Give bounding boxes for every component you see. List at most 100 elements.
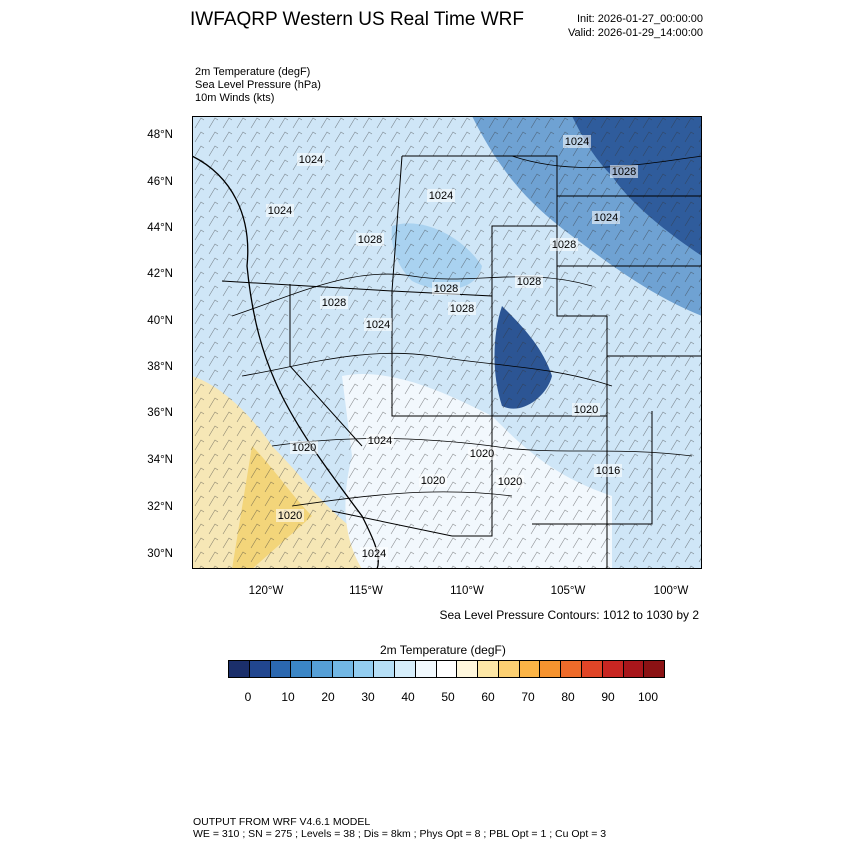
- field-label-pressure: Sea Level Pressure (hPa): [195, 79, 321, 91]
- colorbar-swatch: [498, 661, 520, 677]
- pressure-label: 1024: [268, 205, 292, 217]
- lat-label: 38°N: [147, 361, 173, 373]
- pressure-label: 1024: [368, 435, 392, 447]
- lat-label: 36°N: [147, 407, 173, 419]
- colorbar-swatch: [270, 661, 292, 677]
- state-borders: [221, 155, 702, 569]
- pressure-label: 1024: [594, 212, 618, 224]
- pressure-label-box: [592, 211, 620, 224]
- colorbar-swatch: [415, 661, 437, 677]
- colorbar-swatch: [353, 661, 375, 677]
- pressure-label-box: [427, 189, 455, 202]
- pressure-label-box: [320, 296, 348, 309]
- colorbar-swatch: [436, 661, 458, 677]
- colorbar-swatch: [623, 661, 645, 677]
- colorbar-tick-label: 40: [401, 690, 415, 704]
- colorbar-tick-label: 50: [441, 690, 455, 704]
- pressure-label-box: [610, 165, 638, 178]
- colorbar-tick-label: 80: [561, 690, 575, 704]
- pressure-label: 1028: [434, 283, 458, 295]
- colorbar-swatch: [644, 661, 665, 677]
- map-frame-border: [192, 116, 702, 569]
- pressure-label: 1016: [596, 465, 620, 477]
- colorbar-tick-label: 30: [361, 690, 375, 704]
- lon-label: 120°W: [248, 585, 284, 597]
- colorbar-swatch: [602, 661, 624, 677]
- model-info-line2: WE = 310 ; SN = 275 ; Levels = 38 ; Dis …: [193, 828, 607, 840]
- lon-label: 105°W: [550, 585, 586, 597]
- pressure-label: 1028: [358, 234, 382, 246]
- colorbar-tick-label: 20: [321, 690, 335, 704]
- pressure-label: 1028: [612, 166, 636, 178]
- pressure-label-box: [356, 233, 384, 246]
- pressure-label-box: [297, 153, 325, 166]
- pressure-label: 1024: [366, 319, 390, 331]
- wind-barbs: [192, 116, 702, 569]
- pressure-label: 1028: [322, 297, 346, 309]
- colorbar: [228, 660, 665, 678]
- pressure-label-box: [550, 238, 578, 251]
- pressure-label-box: [594, 464, 622, 477]
- colorbar-title: 2m Temperature (degF): [380, 643, 506, 657]
- colorbar-tick-label: 100: [637, 690, 659, 704]
- colorbar-swatch: [561, 661, 583, 677]
- pressure-label: 1020: [278, 510, 302, 522]
- pressure-label: 1020: [470, 448, 494, 460]
- pressure-label: 1020: [292, 442, 316, 454]
- pressure-label: 1020: [498, 476, 522, 488]
- colorbar-swatch: [332, 661, 354, 677]
- colorbar-swatch: [540, 661, 562, 677]
- temperature-map: 1024 1024 1024 1028 1028 1024 1024 1028 1028 1028…: [192, 116, 702, 569]
- colorbar-swatch: [478, 661, 499, 677]
- colorbar-tick-label: 0: [244, 690, 252, 704]
- contour-note: Sea Level Pressure Contours: 1012 to 103…: [439, 608, 700, 622]
- pressure-label: 1028: [450, 303, 474, 315]
- pressure-label: 1024: [299, 154, 323, 166]
- model-info-line1: OUTPUT FROM WRF V4.6.1 MODEL: [193, 816, 371, 828]
- colorbar-swatch: [582, 661, 603, 677]
- lat-label: 30°N: [147, 548, 173, 560]
- map-panel: 1024 1024 1024 1028 1028 1024 1024 1028 1028 1028…: [192, 116, 702, 569]
- colorbar-swatch: [249, 661, 271, 677]
- pressure-label: 1020: [574, 404, 598, 416]
- pressure-label-box: [364, 318, 392, 331]
- lon-label: 110°W: [450, 585, 484, 597]
- plot-title: IWFAQRP Western US Real Time WRF: [190, 9, 524, 30]
- pressure-label: 1024: [565, 136, 589, 148]
- colorbar-swatch: [457, 661, 479, 677]
- colorbar-swatch: [519, 661, 541, 677]
- pressure-label-box: [496, 475, 524, 488]
- init-time: Init: 2026-01-27_00:00:00: [577, 13, 703, 25]
- pressure-label-box: [468, 447, 496, 460]
- lon-label: 115°W: [349, 585, 383, 597]
- colorbar-tick-label: 10: [281, 690, 295, 704]
- colorbar-tick-label: 90: [601, 690, 615, 704]
- pressure-label-box: [276, 509, 304, 522]
- pressure-label-box: [448, 302, 476, 315]
- field-label-winds: 10m Winds (kts): [195, 92, 275, 104]
- lat-label: 34°N: [147, 454, 173, 466]
- lat-label: 42°N: [147, 268, 173, 280]
- lon-label: 100°W: [653, 585, 689, 597]
- colorbar-swatch: [395, 661, 416, 677]
- pressure-label: 1020: [421, 475, 445, 487]
- colorbar-tick-label: 70: [521, 690, 535, 704]
- pressure-label-box: [515, 275, 543, 288]
- pressure-label-box: [360, 547, 388, 560]
- pressure-label-box: [366, 434, 394, 447]
- colorbar-swatch: [291, 661, 313, 677]
- colorbar-swatch: [229, 661, 250, 677]
- colorbar-tick-label: 60: [481, 690, 495, 704]
- pressure-labels: 1024 1024 1024 1028 1028 1024 1024 1028 1028 1028…: [266, 135, 638, 560]
- pressure-label-box: [290, 441, 318, 454]
- pressure-label-box: [266, 204, 294, 217]
- valid-time: Valid: 2026-01-29_14:00:00: [568, 27, 703, 39]
- lat-label: 40°N: [147, 315, 173, 327]
- pressure-label-box: [432, 282, 460, 295]
- lat-label: 44°N: [147, 222, 173, 234]
- pressure-label: 1028: [517, 276, 541, 288]
- lat-label: 32°N: [147, 501, 173, 513]
- pressure-label: 1024: [362, 548, 386, 560]
- colorbar-swatch: [312, 661, 333, 677]
- lat-label: 46°N: [147, 176, 173, 188]
